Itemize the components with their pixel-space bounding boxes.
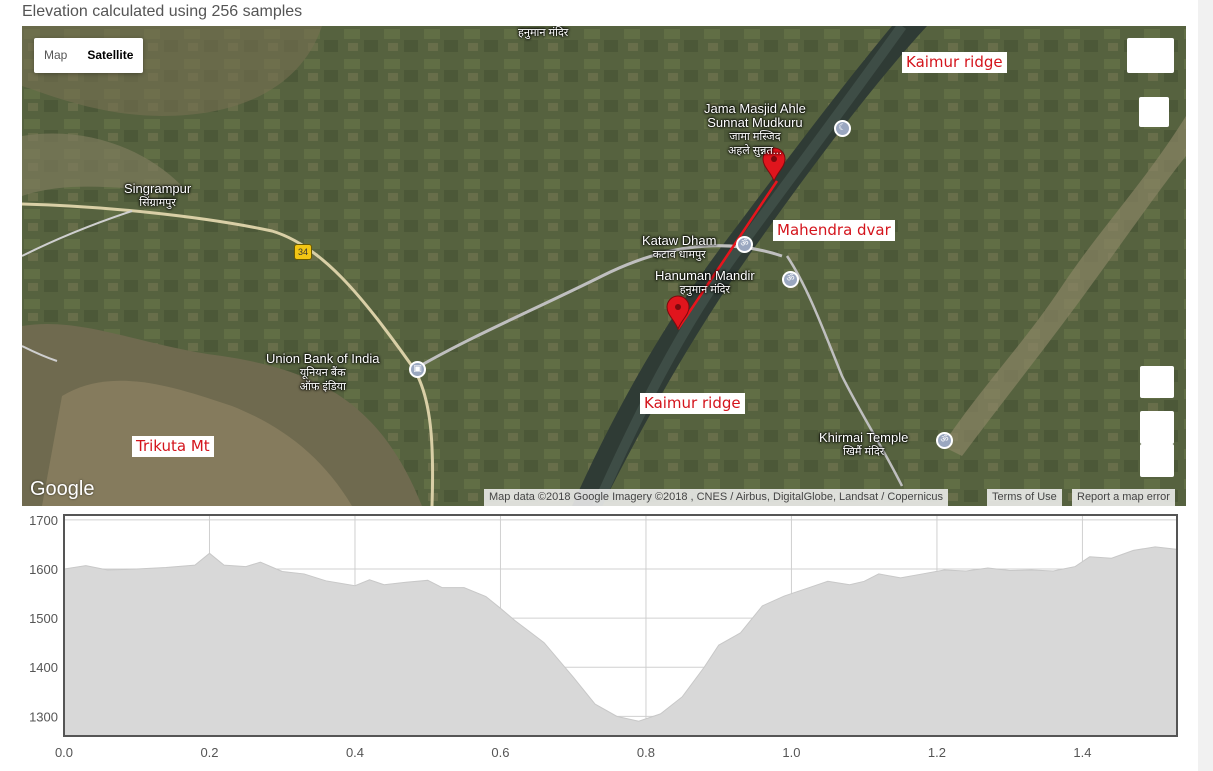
x-tick-label: 1.0 <box>782 745 800 760</box>
y-tick-label: 1500 <box>29 611 58 626</box>
street-view-button[interactable] <box>1139 97 1169 127</box>
x-tick-label: 0.8 <box>637 745 655 760</box>
x-tick-label: 1.2 <box>928 745 946 760</box>
place-hanuman-top: हनुमान मंदिर <box>518 27 569 39</box>
x-tick-label: 0.2 <box>200 745 218 760</box>
x-axis-ticks: 0.0 0.2 0.4 0.6 0.8 1.0 1.2 1.4 <box>55 745 1092 760</box>
temple-icon[interactable]: ॐ <box>782 271 799 288</box>
y-tick-label: 1700 <box>29 513 58 528</box>
route-line <box>676 180 779 330</box>
mosque-icon[interactable]: ☾ <box>834 120 851 137</box>
elevation-area <box>63 546 1178 737</box>
annotation-trikuta-mt: Trikuta Mt <box>132 436 214 457</box>
map-type-satellite-tab[interactable]: Satellite <box>87 48 134 62</box>
x-tick-label: 0.6 <box>491 745 509 760</box>
annotation-kaimur-ridge-top: Kaimur ridge <box>902 52 1007 73</box>
map-type-control: Map Satellite <box>34 38 144 73</box>
zoom-out-button[interactable] <box>1140 444 1174 477</box>
place-kataw-dham: Kataw Dham कटाव धामपुर <box>642 233 717 262</box>
y-tick-label: 1400 <box>29 660 58 675</box>
y-tick-label: 1300 <box>29 709 58 724</box>
zoom-in-button[interactable] <box>1140 411 1174 444</box>
satellite-map[interactable]: Map Satellite हनुमान मंदिर Jama Masjid A… <box>22 26 1186 506</box>
x-tick-label: 0.4 <box>346 745 364 760</box>
samples-caption: Elevation calculated using 256 samples <box>22 3 303 20</box>
x-tick-label: 1.4 <box>1073 745 1091 760</box>
end-marker-icon[interactable] <box>762 147 786 183</box>
route-34-badge: 34 <box>294 244 312 260</box>
place-khirmai-temple: Khirmai Temple खिर्मै मंदिर <box>819 430 909 459</box>
y-axis-ticks: 1300 1400 1500 1600 1700 <box>29 513 58 724</box>
plot-frame <box>63 514 1178 737</box>
x-tick-label: 0.0 <box>55 745 73 760</box>
map-attribution: Map data ©2018 Google Imagery ©2018 , CN… <box>484 489 949 506</box>
fullscreen-button[interactable] <box>1127 38 1174 73</box>
place-union-bank: Union Bank of India यूनियन बैंक ऑफ इंडिय… <box>266 351 380 394</box>
bank-icon[interactable]: ▣ <box>409 361 426 378</box>
annotation-kaimur-ridge-bottom: Kaimur ridge <box>640 393 745 414</box>
annotation-mahendra-dvar: Mahendra dvar <box>773 220 895 241</box>
satellite-imagery <box>22 26 1186 506</box>
temple-icon[interactable]: ॐ <box>736 236 753 253</box>
google-logo: Google <box>30 478 95 500</box>
start-marker-icon[interactable] <box>666 295 690 331</box>
elevation-chart[interactable]: 1300 1400 1500 1600 1700 0.0 0.2 0.4 0.6 0.8 1.0 1… <box>0 508 1198 771</box>
terms-of-use-link[interactable]: Terms of Use <box>987 489 1062 506</box>
page-scrollbar[interactable] <box>1198 0 1213 771</box>
temple-icon[interactable]: ॐ <box>936 432 953 449</box>
y-tick-label: 1600 <box>29 562 58 577</box>
place-jama-masjid: Jama Masjid Ahle Sunnat Mudkuru जामा मस्… <box>704 101 806 158</box>
report-map-error-link[interactable]: Report a map error <box>1072 489 1175 506</box>
map-type-map-tab[interactable]: Map <box>44 48 68 62</box>
place-singrampur: Singrampur सिंग्रामपुर <box>124 181 192 210</box>
rotate-button[interactable] <box>1140 366 1174 398</box>
place-hanuman-mandir: Hanuman Mandir हनुमान मंदिर <box>655 268 755 297</box>
